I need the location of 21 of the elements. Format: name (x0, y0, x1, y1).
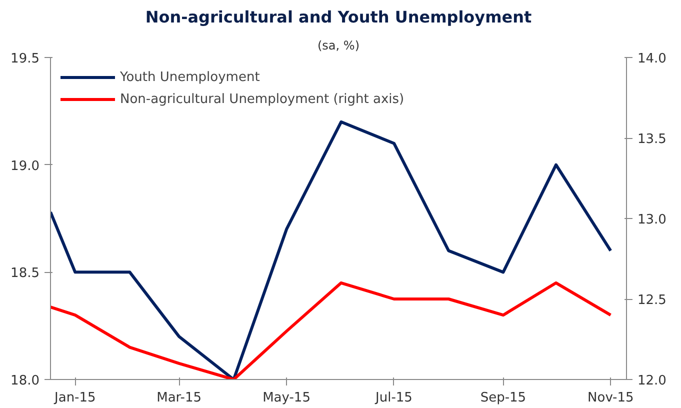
y-tick-label: 18.0 (10, 374, 40, 388)
y2-tick-label: 12.5 (638, 293, 666, 308)
y2-tick-label: 14.0 (638, 52, 666, 66)
x-tick-label: Sep-15 (480, 390, 526, 406)
line-series (50, 281, 612, 380)
legend-label: Youth Unemployment (120, 70, 260, 84)
y-tick-label: 19.5 (10, 52, 40, 66)
y2-tick-label: 13.5 (638, 132, 666, 147)
y2-tick-label: 12.0 (638, 374, 666, 388)
line-series (50, 120, 612, 380)
y-tick-label: 18.5 (10, 266, 40, 282)
x-tick-label: Jul-15 (374, 390, 412, 406)
x-tick-label: Mar-15 (156, 390, 202, 406)
x-tick-label: Nov-15 (588, 390, 634, 406)
chart-subtitle: (sa, %) (318, 38, 360, 52)
y-tick-label: 19.0 (10, 158, 40, 174)
legend-label: Non-agricultural Unemployment (right axis) (120, 92, 404, 106)
x-tick-label: Jan-15 (54, 390, 96, 406)
chart-title: Non-agricultural and Youth Unemployment (145, 8, 532, 26)
x-tick-label: May-15 (262, 390, 310, 406)
y2-tick-label: 13.0 (638, 212, 666, 228)
